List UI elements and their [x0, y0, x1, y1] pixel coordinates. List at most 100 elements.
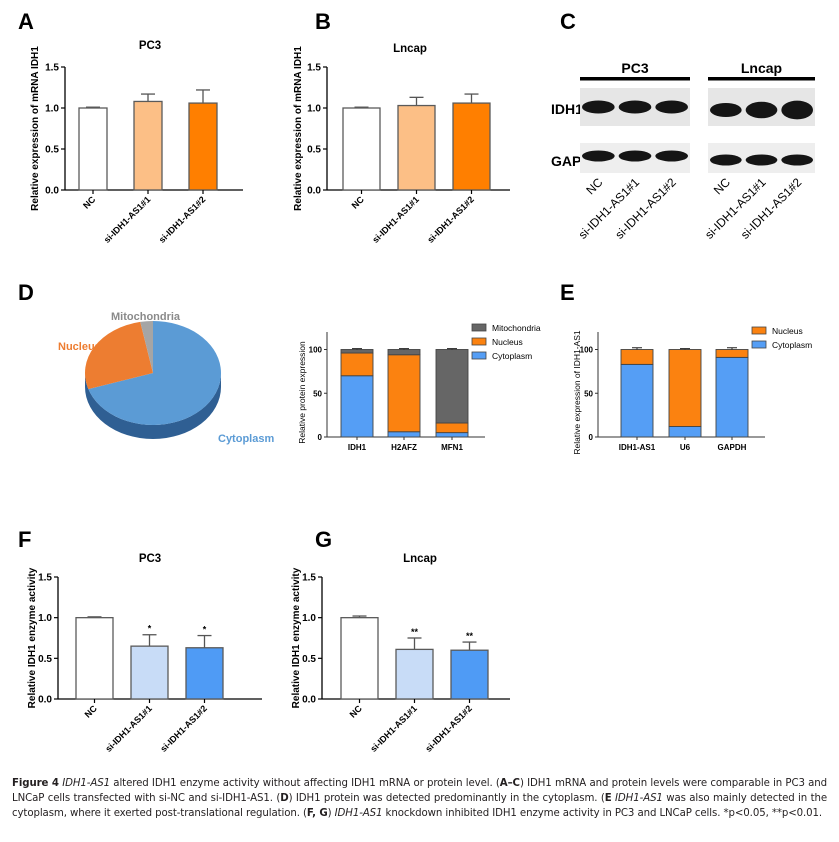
bar-nc	[78, 107, 108, 191]
significance-marker: *	[203, 625, 207, 635]
x-tick-label: MFN1	[441, 443, 463, 452]
stacked-segment-cytoplasm	[620, 363, 654, 438]
x-tick-label: NC	[83, 703, 100, 720]
pie-slice-nucleus	[84, 321, 153, 390]
stacked-segment-nucleus	[668, 349, 702, 427]
x-tick-label: U6	[680, 443, 691, 452]
bar-nc	[340, 617, 379, 700]
y-axis-label: Relative expression of mRNA IDH1	[30, 46, 41, 211]
legend-label-cytoplasm: Cytoplasm	[492, 351, 532, 361]
legend-label-nucleus: Nucleus	[772, 326, 803, 336]
significance-marker: **	[411, 627, 419, 637]
y-tick-label: 50	[313, 389, 322, 398]
x-tick-label: si-IDH1-AS1#1	[368, 703, 419, 754]
y-tick-label: 1.5	[45, 63, 59, 74]
blot-band-idh1	[781, 100, 814, 120]
y-tick-label: 0.5	[307, 145, 321, 156]
figure-caption: Figure 4 IDH1-AS1 altered IDH1 enzyme ac…	[12, 776, 827, 822]
blot-group-bar	[708, 77, 815, 81]
stacked-segment-mitochondria	[340, 349, 374, 354]
y-tick-label: 0.5	[38, 654, 52, 665]
blot-band-gapdh	[655, 150, 689, 162]
pie-label-nucleus: Nucleus	[58, 341, 101, 353]
y-axis-label: Relative expression of IDH1-AS1	[572, 330, 582, 455]
caption-space-2: )	[327, 808, 335, 820]
caption-ref-e: E	[604, 793, 612, 805]
blot-band-idh1	[745, 101, 778, 119]
x-tick-label: si-IDH1-AS1#1	[370, 194, 421, 245]
chart-d-pie: Cytoplasm Nucleus Mitochondria	[58, 311, 274, 445]
legend-swatch-cytoplasm	[751, 340, 767, 349]
caption-text-2: ) IDH1 mRNA and protein levels were comp…	[12, 778, 828, 805]
blot-band-gapdh	[582, 150, 615, 162]
significance-marker: **	[466, 631, 474, 641]
stacked-segment-cytoplasm	[668, 426, 702, 438]
caption-gene-2: IDH1-AS1	[615, 793, 663, 805]
bar-si-idh1-as1-2	[185, 647, 224, 700]
caption-text-5: knockdown inhibited IDH1 enzyme activity…	[382, 808, 823, 820]
x-tick-label: NC	[350, 194, 367, 211]
x-tick-label: H2AFZ	[391, 443, 417, 452]
legend-swatch-cytoplasm	[471, 351, 487, 360]
legend-label-nucleus: Nucleus	[492, 337, 523, 347]
stacked-segment-nucleus	[387, 354, 421, 433]
pie-slice-cytoplasm	[88, 321, 222, 426]
pie-slice-mitochondria	[140, 321, 153, 373]
legend-label-mitochondria: Mitochondria	[492, 323, 541, 333]
pie-label-mitochondria: Mitochondria	[111, 311, 181, 323]
caption-figure-label: Figure 4	[12, 778, 59, 789]
stacked-segment-nucleus	[620, 349, 654, 365]
caption-ref-fg: F, G	[306, 808, 328, 820]
panel-label-g: G	[315, 527, 332, 552]
y-tick-label: 100	[580, 346, 594, 355]
bar-si-idh1-as1-1	[395, 648, 434, 700]
legend-label-cytoplasm: Cytoplasm	[772, 340, 812, 350]
chart-title: PC3	[139, 553, 161, 565]
y-tick-label: 0	[589, 433, 594, 442]
y-tick-label: 1.0	[45, 104, 59, 115]
legend-swatch-nucleus	[751, 326, 767, 335]
chart-g-lncap-activity: Lncap Relative IDH1 enzyme activity 0.0 0.5…	[291, 553, 510, 754]
bar-nc	[342, 107, 381, 191]
pie-side	[85, 373, 221, 439]
panel-label-c: C	[560, 9, 576, 34]
blot-band-gapdh	[618, 150, 652, 162]
panel-label-e: E	[560, 280, 575, 305]
x-tick-label: si-IDH1-AS1#1	[102, 194, 153, 245]
stacked-segment-cytoplasm	[340, 375, 374, 438]
x-tick-label: si-IDH1-AS1#2	[425, 194, 476, 245]
caption-text-4: was also mainly detected in the cytoplas…	[12, 793, 828, 820]
caption-gene-3: IDH1-AS1	[334, 808, 383, 820]
y-axis-label: Relative IDH1 enzyme activity	[291, 567, 302, 708]
blot-lane-label: NC	[711, 175, 733, 197]
stacked-segment-mitochondria	[387, 349, 421, 356]
y-tick-label: 1.0	[307, 104, 321, 115]
blot-band-idh1	[655, 100, 689, 114]
chart-a-pc3-mrna: PC3 Relative expression of mRNA IDH1 0.0 0.…	[30, 40, 243, 245]
western-blot-c: IDH1GAPDHPC3NCsi-IDH1-AS1#1si-IDH1-AS1#2…	[551, 60, 815, 242]
caption-ref-d: D	[280, 793, 289, 805]
chart-title: PC3	[139, 40, 161, 52]
bar-si-idh1-as1-2	[450, 649, 489, 700]
blot-band-idh1	[618, 100, 652, 114]
blot-band-idh1	[710, 103, 742, 117]
bar-si-idh1-as1-1	[130, 645, 169, 700]
stacked-segment-nucleus	[435, 422, 469, 434]
blot-band-gapdh	[745, 154, 778, 166]
y-tick-label: 0.0	[45, 186, 59, 197]
blot-lane-label: NC	[583, 175, 605, 197]
significance-marker: *	[148, 624, 152, 634]
x-tick-label: NC	[81, 194, 98, 211]
bar-si-idh1-as1-1	[133, 100, 163, 191]
bar-si-idh1-as1-2	[452, 102, 491, 191]
y-tick-label: 1.5	[302, 573, 316, 584]
blot-band-gapdh	[710, 154, 742, 166]
stacked-segment-mitochondria	[435, 349, 469, 424]
stacked-segment-nucleus	[340, 352, 374, 377]
chart-e-stacked-bar: Relative expression of IDH1-AS1 0 50 100 IDH…	[572, 326, 812, 455]
legend-swatch-nucleus	[471, 337, 487, 346]
caption-gene: IDH1-AS1	[62, 778, 111, 789]
y-tick-label: 1.0	[302, 613, 316, 624]
chart-b-lncap-mrna: Lncap Relative expression of mRNA IDH1 0.0…	[293, 43, 510, 245]
panel-label-a: A	[18, 9, 34, 34]
